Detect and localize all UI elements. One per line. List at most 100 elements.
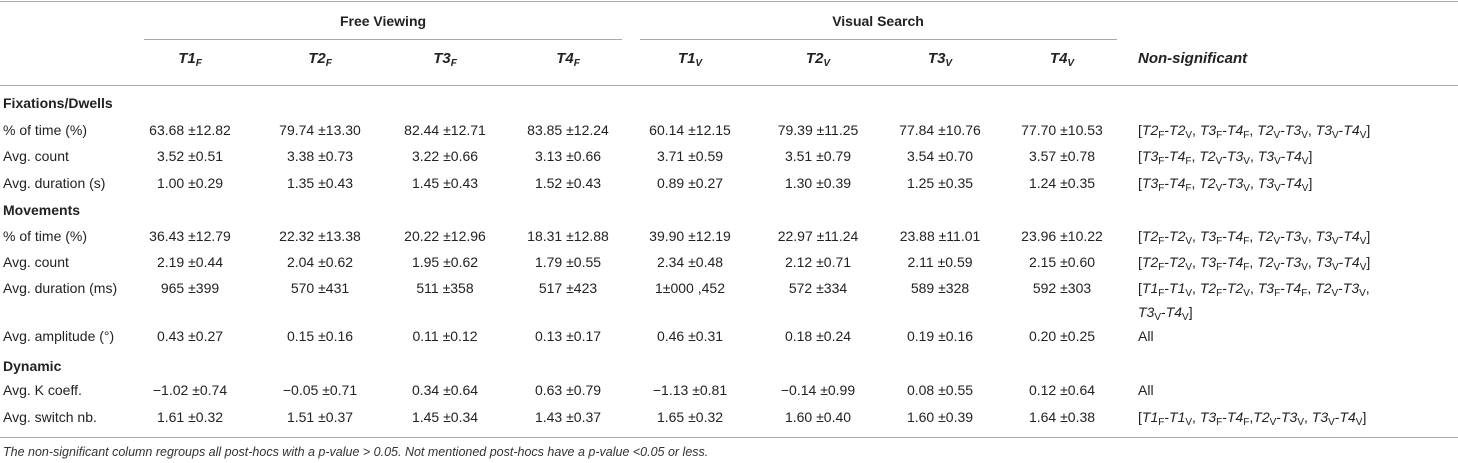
header-bottom-rule [0, 85, 1458, 86]
column-header-base: T1 [677, 50, 696, 67]
table-cell: 18.31 ±12.88 [527, 228, 609, 244]
table-cell: 79.39 ±11.25 [777, 122, 859, 138]
table-cell: 0.34 ±0.64 [411, 382, 479, 398]
column-header-base: T3 [433, 50, 451, 67]
table-cell: 2.34 ±0.48 [656, 254, 724, 270]
table-cell: 1.00 ±0.29 [156, 175, 224, 191]
table-cell: 965 ±399 [160, 280, 220, 296]
column-header-base: T1 [178, 50, 196, 67]
body-bottom-rule [0, 437, 1458, 438]
group-underline-free [144, 39, 622, 40]
table-cell: 82.44 ±12.71 [404, 122, 486, 138]
table-cell: −1.13 ±0.81 [652, 382, 728, 398]
table-cell: 517 ±423 [538, 280, 598, 296]
table-cell: 1.45 ±0.34 [411, 409, 479, 425]
table-cell: 0.63 ±0.79 [534, 382, 602, 398]
row-label: Avg. count [3, 254, 69, 270]
table-cell: 1.60 ±0.40 [784, 409, 852, 425]
table-cell: 0.19 ±0.16 [906, 328, 974, 344]
column-header-sub: V [945, 58, 953, 69]
column-header: T3V [928, 50, 952, 73]
table-cell: 1±000 ,452 [655, 280, 725, 296]
table-cell: 1.61 ±0.32 [156, 409, 224, 425]
table-cell: 3.52 ±0.51 [156, 148, 224, 164]
row-label: Avg. duration (s) [3, 175, 106, 191]
table-cell: 0.18 ±0.24 [784, 328, 852, 344]
table-cell: 572 ±334 [788, 280, 848, 296]
column-header: T1F [178, 50, 202, 73]
table-cell: 0.12 ±0.64 [1028, 382, 1096, 398]
column-header: T4V [1050, 50, 1074, 73]
table-cell: 2.12 ±0.71 [784, 254, 852, 270]
table-cell: 3.54 ±0.70 [906, 148, 974, 164]
table-cell: 3.13 ±0.66 [534, 148, 602, 164]
table-cell: 23.96 ±10.22 [1021, 228, 1103, 244]
non-significant-cell: All [1138, 328, 1154, 344]
column-header-sub: V [1067, 58, 1075, 69]
table-cell: 0.20 ±0.25 [1028, 328, 1096, 344]
table-cell: 77.84 ±10.76 [899, 122, 981, 138]
column-header-sub: V [823, 58, 831, 69]
non-significant-cell: [T3F-T4F, T2V-T3V, T3V-T4V] [1138, 175, 1313, 194]
column-header-sub: F [573, 58, 580, 69]
table-cell: 60.14 ±12.15 [649, 122, 731, 138]
row-label: Avg. duration (ms) [3, 280, 118, 296]
table-cell: 0.89 ±0.27 [656, 175, 724, 191]
row-label: % of time (%) [3, 122, 88, 138]
table-cell: 3.51 ±0.79 [784, 148, 852, 164]
section-title: Movements [3, 202, 81, 218]
group-header-free-viewing: Free Viewing [339, 13, 427, 29]
table-cell: 589 ±328 [910, 280, 970, 296]
row-label: Avg. K coeff. [3, 382, 82, 398]
column-header-non-significant: Non-significant [1138, 50, 1248, 67]
table-cell: 1.60 ±0.39 [906, 409, 974, 425]
table-cell: 511 ±358 [416, 280, 474, 296]
table-cell: 22.32 ±13.38 [279, 228, 361, 244]
non-significant-cell: [T2F-T2V, T3F-T4F, T2V-T3V, T3V-T4V] [1138, 122, 1371, 141]
table-cell: 1.43 ±0.37 [534, 409, 602, 425]
table-cell: 0.11 ±0.12 [412, 328, 478, 344]
table-cell: 23.88 ±11.01 [899, 228, 981, 244]
column-header-sub: F [450, 58, 457, 69]
column-header: T2F [308, 50, 332, 73]
non-significant-cell: [T2F-T2V, T3F-T4F, T2V-T3V, T3V-T4V] [1138, 228, 1371, 247]
table-cell: 1.65 ±0.32 [656, 409, 724, 425]
table-cell: 22.97 ±11.24 [777, 228, 859, 244]
table-cell: 1.95 ±0.62 [411, 254, 479, 270]
row-label: Avg. amplitude (°) [3, 328, 115, 344]
column-header-sub: F [325, 58, 332, 69]
table-cell: 0.43 ±0.27 [156, 328, 224, 344]
row-label: % of time (%) [3, 228, 88, 244]
table-cell: 1.45 ±0.43 [411, 175, 479, 191]
table-cell: 592 ±303 [1032, 280, 1092, 296]
table-cell: 20.22 ±12.96 [404, 228, 486, 244]
table-cell: −0.14 ±0.99 [780, 382, 856, 398]
column-header: T1V [678, 50, 702, 73]
table-cell: 2.11 ±0.59 [907, 254, 973, 270]
table-cell: 36.43 ±12.79 [149, 228, 231, 244]
table-cell: 1.35 ±0.43 [286, 175, 354, 191]
row-label: Avg. switch nb. [3, 409, 97, 425]
column-header-base: T3 [927, 50, 946, 67]
table-cell: 77.70 ±10.53 [1021, 122, 1103, 138]
table-cell: 3.57 ±0.78 [1028, 148, 1096, 164]
column-header-sub: F [195, 58, 202, 69]
group-underline-visual [640, 39, 1117, 40]
column-header: T3F [433, 50, 457, 73]
table-cell: 83.85 ±12.24 [527, 122, 609, 138]
table-cell: −0.05 ±0.71 [282, 382, 358, 398]
table-cell: 2.15 ±0.60 [1028, 254, 1096, 270]
table-cell: 0.46 ±0.31 [656, 328, 724, 344]
column-header-base: T2 [805, 50, 824, 67]
column-header: T4F [556, 50, 580, 73]
table-cell: 570 ±431 [290, 280, 350, 296]
table-cell: 1.24 ±0.35 [1028, 175, 1096, 191]
table-cell: 1.30 ±0.39 [784, 175, 852, 191]
non-significant-cell: All [1138, 382, 1154, 398]
table-cell: −1.02 ±0.74 [152, 382, 228, 398]
table-footnote: The non-significant column regroups all … [3, 445, 709, 459]
top-rule [0, 1, 1458, 2]
table-cell: 1.25 ±0.35 [906, 175, 974, 191]
table-cell: 1.64 ±0.38 [1028, 409, 1096, 425]
table-cell: 1.79 ±0.55 [534, 254, 602, 270]
